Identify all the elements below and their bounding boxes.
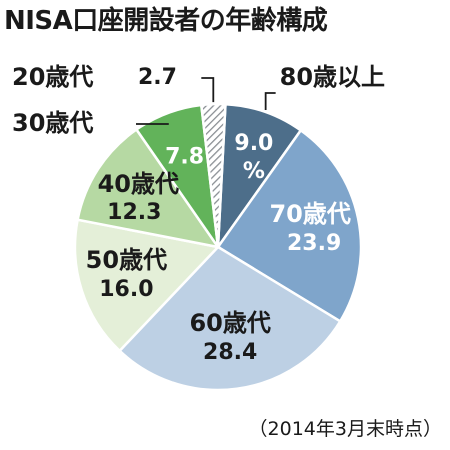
pie-slices — [73, 102, 363, 392]
slice-label-20s: 20歳代 — [12, 63, 93, 91]
slice-value-40s: 12.3 — [107, 200, 161, 225]
slice-label-60s: 60歳代 — [189, 309, 270, 337]
slice-value-80plus: 9.0 — [234, 131, 273, 156]
leader-lines — [136, 77, 276, 125]
slice-label-40s: 40歳代 — [98, 170, 179, 198]
pie-slice-4 — [76, 127, 221, 249]
pie-slice-0 — [216, 102, 303, 252]
chart-title: NISA口座開設者の年齢構成 — [4, 6, 328, 36]
slice-label-80plus: 80歳以上 — [280, 63, 385, 91]
leader-80plus — [264, 92, 276, 111]
slice-label-30s: 30歳代 — [12, 109, 93, 137]
slice-value-70s: 23.9 — [287, 231, 341, 256]
leader-20s — [201, 77, 215, 103]
slice-value-20s: 2.7 — [138, 65, 177, 90]
date-note: （2014年3月末時点） — [248, 418, 442, 440]
pie-slice-3 — [73, 218, 221, 353]
slice-value-50s: 16.0 — [99, 277, 153, 302]
slice-value-60s: 28.4 — [203, 340, 257, 365]
slice-unit-80plus: % — [243, 159, 265, 184]
pie-slice-1 — [216, 128, 363, 324]
slice-labels: 9.0% 80歳以上 70歳代 23.9 60歳代 28.4 50歳代 16.0 40歳代12.… — [12, 63, 385, 365]
slice-value-30s: 7.8 — [165, 144, 204, 169]
pie-slice-2 — [117, 245, 342, 392]
pie-slice-6 — [199, 102, 227, 248]
slice-label-70s: 70歳代 — [269, 200, 350, 228]
slice-label-50s: 50歳代 — [86, 246, 167, 274]
